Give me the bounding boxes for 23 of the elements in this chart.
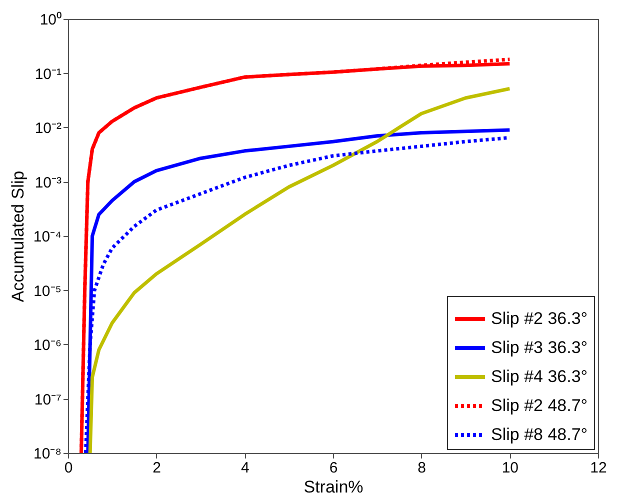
x-tick-label: 0 [64,460,73,476]
legend-label: Slip #3 36.3° [491,338,588,357]
x-tick-label: 10 [502,460,519,476]
y-tick-label: 10⁻² [34,120,62,137]
y-tick-label: 10⁻⁷ [34,391,62,408]
y-tick-label: 10⁻⁴ [33,228,62,246]
y-tick-label: 10⁻⁸ [33,446,62,462]
legend-label: Slip #8 48.7° [491,425,588,444]
x-axis-title: Strain% [304,478,364,496]
legend-label: Slip #2 36.3° [491,309,588,328]
x-tick-label: 4 [240,460,250,476]
y-tick-label: 10⁻⁵ [34,282,62,300]
y-tick-label: 10⁻⁶ [34,337,62,354]
x-tick-label: 6 [329,460,338,476]
y-axis-title: Accumulated Slip [8,170,28,302]
x-tick-label: 8 [418,460,426,476]
x-tick-label: 2 [152,460,162,476]
y-tick-label: 10⁻³ [34,174,62,192]
legend-label: Slip #4 36.3° [491,367,588,386]
y-tick-label: 10⁰ [40,12,62,28]
y-tick-label: 10⁻¹ [34,66,62,83]
x-tick-label: 12 [590,460,607,476]
legend-label: Slip #2 48.7° [491,396,588,415]
